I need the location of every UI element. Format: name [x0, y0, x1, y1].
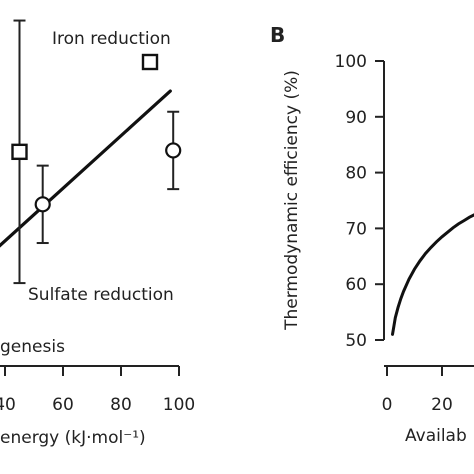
annotation-iron-reduction: Iron reduction: [52, 29, 171, 49]
panel-a-fit-line: [0, 89, 172, 248]
annotation-genesis: genesis: [0, 337, 65, 357]
panel-b-x-axis-label: Availab: [405, 426, 467, 446]
panel-b-y-tick-label: 70: [345, 219, 367, 239]
square-marker: [141, 53, 159, 71]
panel-b-y-tick-label: 80: [345, 164, 367, 184]
panel-b-y-axis-label: Thermodynamic efficiency (%): [282, 70, 302, 331]
panel-b-y-tick-label: 90: [345, 108, 367, 128]
panel-a: 40 60 80 100 energy (kJ·mol⁻¹) Iron reducti…: [0, 19, 195, 448]
panel-a-x-tick-label: 60: [52, 395, 74, 415]
panel-b-y-tick-label: 100: [335, 52, 367, 72]
square-marker: [11, 143, 28, 161]
panel-a-x-tick-label: 40: [0, 395, 16, 415]
panel-a-points: [11, 19, 182, 285]
annotation-sulfate-reduction: Sulfate reduction: [28, 285, 174, 305]
panel-a-x-tick-label: 80: [110, 395, 132, 415]
panel-a-x-tick-label: 100: [163, 395, 195, 415]
panel-b-y-tick-label: 60: [345, 275, 367, 295]
panel-a-x-axis-label: energy (kJ·mol⁻¹): [0, 428, 146, 448]
panel-b-x-tick-label: 20: [431, 395, 453, 415]
panel-b-x-ticks: 0 20: [382, 366, 453, 415]
panel-a-x-ticks: 40 60 80 100: [0, 366, 195, 415]
circle-marker: [34, 196, 51, 213]
panel-b-y-tick-label: 50: [345, 331, 367, 351]
panel-b-y-ticks: 50 60 70 80 90 100: [335, 52, 384, 351]
panel-b-x-tick-label: 0: [382, 395, 393, 415]
panel-b-label: B: [270, 23, 285, 47]
panel-b-curve-series: [391, 213, 474, 336]
panel-b: B 50 60 70 80 90 100 0 20 Thermodynamic effici…: [270, 23, 474, 446]
circle-marker: [165, 142, 182, 159]
